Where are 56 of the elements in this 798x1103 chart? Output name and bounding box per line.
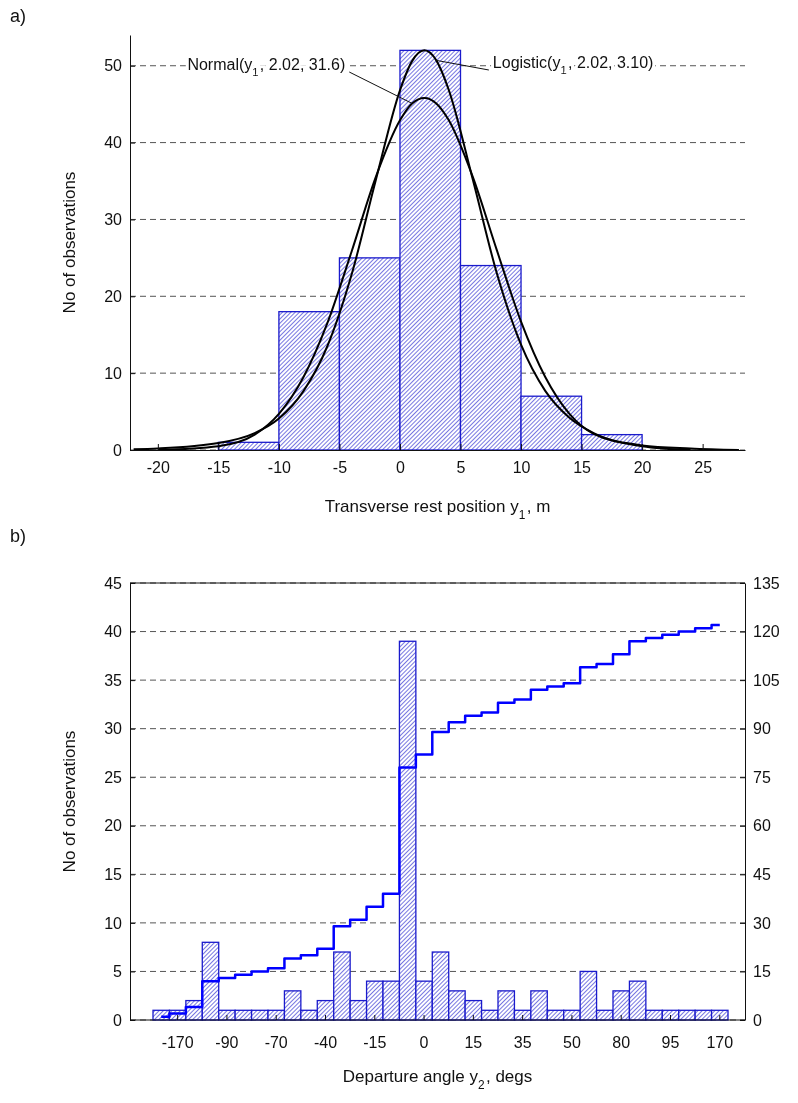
- y2-tick-label: 75: [753, 768, 771, 786]
- y-tick-label: 45: [104, 574, 123, 592]
- y2-tick-label: 135: [753, 574, 780, 592]
- x-tick-label: -10: [267, 459, 292, 477]
- y2-tick-label: 120: [753, 623, 780, 641]
- y-tick-label: 20: [104, 287, 123, 305]
- y-tick-label: 0: [113, 441, 123, 459]
- y-tick-label: 25: [104, 768, 123, 786]
- y2-tick-label: 60: [753, 817, 771, 835]
- x-tick-label: 35: [513, 1034, 532, 1051]
- y-tick-label: 30: [104, 211, 123, 229]
- y-tick-label: 5: [113, 963, 123, 981]
- y-tick-label: 35: [104, 671, 123, 689]
- y-tick-label: 20: [104, 817, 123, 835]
- text: Logistic(y$_{1}$, 2.02, 3.10): [492, 54, 654, 76]
- y-tick-label: 40: [104, 134, 123, 152]
- x-tick-label: 0: [419, 1034, 429, 1051]
- text: Normal(y$_{1}$, 2.02, 31.6): [187, 56, 346, 78]
- y2-tick-label: 105: [753, 671, 780, 689]
- x-tick-label: -15: [363, 1034, 387, 1051]
- y-tick-label: 15: [104, 865, 123, 883]
- y2-tick-label: 45: [753, 865, 771, 883]
- y-axis-title: No of observations: [60, 171, 79, 314]
- x-tick-label: 25: [694, 459, 713, 477]
- y-tick-label: 10: [104, 364, 123, 382]
- y2-tick-label: 15: [753, 963, 771, 981]
- x-tick-label: 80: [612, 1034, 631, 1051]
- x-tick-label: -90: [215, 1034, 239, 1051]
- x-tick-label: -70: [264, 1034, 288, 1051]
- y-tick-label: 10: [104, 914, 123, 932]
- x-tick-label: 95: [661, 1034, 680, 1051]
- y-axis-title: No of observations: [60, 730, 79, 873]
- x-tick-label: -40: [313, 1034, 338, 1051]
- text: a): [10, 6, 27, 26]
- x-tick-label: 15: [573, 459, 592, 477]
- x-tick-label: 5: [456, 459, 466, 477]
- y-tick-label: 0: [113, 1011, 123, 1029]
- x-axis-title: Transverse rest position y$_{1}$, m: [324, 497, 551, 522]
- x-tick-label: 50: [563, 1034, 581, 1051]
- text: b): [10, 526, 27, 546]
- y-tick-label: 40: [104, 623, 123, 641]
- x-tick-label: -20: [146, 459, 171, 477]
- y2-tick-label: 90: [753, 720, 771, 738]
- x-tick-label: -5: [332, 459, 348, 477]
- y2-tick-label: 30: [753, 914, 771, 932]
- y-tick-label: 50: [104, 57, 123, 75]
- x-tick-label: -15: [207, 459, 231, 477]
- x-tick-label: 15: [464, 1034, 483, 1051]
- x-axis-title: Departure angle y$_{2}$, degs: [342, 1067, 533, 1092]
- y-tick-label: 30: [104, 720, 123, 738]
- y2-tick-label: 0: [753, 1011, 762, 1029]
- x-tick-label: 0: [396, 459, 406, 477]
- x-tick-label: 20: [633, 459, 652, 477]
- x-tick-label: 10: [512, 459, 531, 477]
- x-tick-label: 170: [706, 1034, 734, 1051]
- x-tick-label: -170: [161, 1034, 194, 1051]
